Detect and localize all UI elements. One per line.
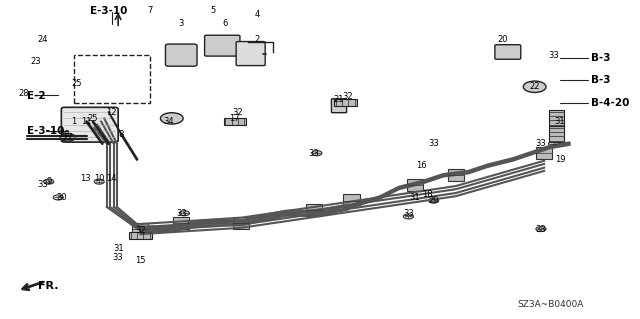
Circle shape [53, 195, 63, 200]
Text: 28: 28 [18, 89, 29, 98]
Text: 33: 33 [536, 225, 547, 234]
Text: 31: 31 [555, 117, 565, 126]
Text: 28: 28 [59, 130, 70, 139]
Text: 33: 33 [548, 51, 559, 60]
Circle shape [44, 179, 54, 184]
Text: 14: 14 [107, 174, 117, 183]
Text: 32: 32 [233, 108, 243, 116]
Text: 33: 33 [403, 209, 414, 218]
Text: 31: 31 [113, 243, 124, 253]
Text: 32: 32 [135, 226, 145, 235]
Text: 13: 13 [80, 174, 91, 183]
Circle shape [94, 179, 104, 184]
FancyBboxPatch shape [447, 169, 464, 182]
FancyBboxPatch shape [223, 118, 246, 125]
Circle shape [312, 151, 322, 156]
Text: 29: 29 [428, 196, 439, 205]
Text: 4: 4 [254, 10, 260, 19]
Text: 27: 27 [62, 133, 73, 142]
Text: 7: 7 [147, 6, 152, 15]
FancyBboxPatch shape [344, 195, 360, 207]
FancyBboxPatch shape [549, 126, 564, 142]
Text: 19: 19 [555, 155, 565, 164]
Text: 33: 33 [37, 180, 48, 189]
Text: 22: 22 [529, 82, 540, 91]
Text: 30: 30 [56, 193, 67, 202]
Text: 15: 15 [135, 256, 145, 265]
Text: 23: 23 [31, 57, 42, 66]
Text: 33: 33 [113, 253, 124, 262]
Text: 12: 12 [107, 108, 117, 116]
Circle shape [403, 214, 413, 219]
FancyBboxPatch shape [129, 232, 152, 239]
Text: 8: 8 [118, 130, 124, 139]
Circle shape [60, 134, 76, 141]
Text: 18: 18 [422, 190, 433, 199]
Text: B-4-20: B-4-20 [591, 98, 630, 108]
FancyBboxPatch shape [233, 217, 250, 229]
FancyBboxPatch shape [205, 35, 240, 56]
FancyBboxPatch shape [406, 179, 423, 191]
Text: 34: 34 [163, 117, 174, 126]
FancyBboxPatch shape [332, 99, 347, 113]
Text: FR.: FR. [38, 281, 59, 291]
FancyBboxPatch shape [334, 99, 356, 106]
FancyBboxPatch shape [236, 41, 265, 66]
Text: 20: 20 [498, 35, 508, 44]
Text: 25: 25 [88, 114, 98, 123]
Text: 10: 10 [94, 174, 104, 183]
FancyBboxPatch shape [305, 204, 322, 216]
Text: 1: 1 [71, 117, 77, 126]
Text: 17: 17 [230, 114, 240, 123]
FancyBboxPatch shape [166, 44, 197, 66]
Text: 33: 33 [308, 149, 319, 158]
FancyBboxPatch shape [173, 217, 189, 229]
Text: 33: 33 [428, 139, 439, 148]
FancyBboxPatch shape [536, 147, 552, 160]
Text: SZ3A~B0400A: SZ3A~B0400A [517, 300, 584, 309]
Text: 3: 3 [179, 19, 184, 28]
Text: 5: 5 [210, 6, 216, 15]
Text: 31: 31 [410, 193, 420, 202]
Text: 33: 33 [536, 139, 547, 148]
Text: 24: 24 [37, 35, 47, 44]
FancyBboxPatch shape [61, 107, 118, 142]
Text: 32: 32 [342, 92, 353, 101]
Circle shape [536, 226, 546, 232]
Circle shape [429, 198, 439, 203]
Text: 16: 16 [416, 161, 426, 170]
Text: 9: 9 [46, 177, 51, 186]
FancyBboxPatch shape [549, 110, 564, 126]
FancyBboxPatch shape [495, 45, 521, 59]
Circle shape [161, 113, 183, 124]
Circle shape [548, 141, 559, 146]
Circle shape [179, 211, 189, 216]
Text: E-3-10: E-3-10 [27, 126, 64, 136]
Text: 11: 11 [81, 117, 92, 126]
FancyBboxPatch shape [132, 223, 148, 235]
Text: B-3: B-3 [591, 53, 611, 63]
Text: 25: 25 [72, 79, 83, 88]
Text: E-3-10: E-3-10 [90, 6, 127, 16]
Text: 21: 21 [334, 95, 344, 104]
Circle shape [524, 81, 546, 93]
Text: B-3: B-3 [591, 76, 611, 85]
Text: E-2: E-2 [27, 91, 45, 101]
Text: 6: 6 [223, 19, 228, 28]
Text: 33: 33 [176, 209, 187, 218]
Text: 2: 2 [254, 35, 260, 44]
